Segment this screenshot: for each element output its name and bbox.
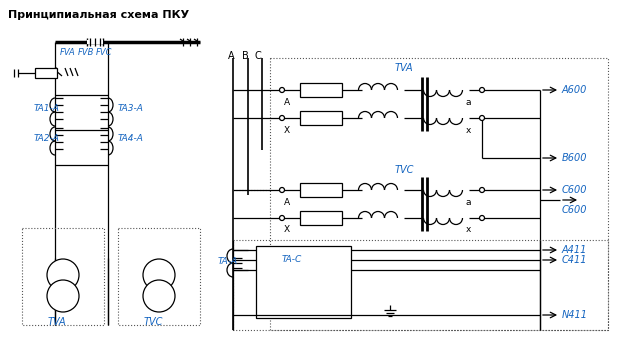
Text: A600: A600 xyxy=(562,85,587,95)
Text: A411: A411 xyxy=(562,245,587,255)
Circle shape xyxy=(47,259,79,291)
Circle shape xyxy=(480,116,485,120)
Text: FVB: FVB xyxy=(78,48,94,57)
Text: B: B xyxy=(242,51,249,61)
Circle shape xyxy=(280,116,285,120)
Text: N411: N411 xyxy=(562,310,588,320)
Text: C600: C600 xyxy=(562,185,587,195)
Text: C600: C600 xyxy=(562,205,587,215)
Text: TA-A: TA-A xyxy=(218,257,238,266)
Circle shape xyxy=(480,215,485,220)
Text: TA2-A: TA2-A xyxy=(34,134,60,143)
Text: TVA: TVA xyxy=(48,317,66,327)
Circle shape xyxy=(47,280,79,312)
Text: TA4-A: TA4-A xyxy=(118,134,144,143)
Text: x: x xyxy=(466,226,472,235)
Bar xyxy=(300,211,342,225)
Text: A: A xyxy=(284,98,290,107)
Text: C411: C411 xyxy=(562,255,587,265)
Circle shape xyxy=(143,280,175,312)
Circle shape xyxy=(143,259,175,291)
Text: B600: B600 xyxy=(562,153,587,163)
Text: FVC: FVC xyxy=(96,48,113,57)
Circle shape xyxy=(280,187,285,193)
Text: TVC: TVC xyxy=(144,317,163,327)
Text: A: A xyxy=(228,51,235,61)
Text: a: a xyxy=(466,98,472,107)
Text: TA3-A: TA3-A xyxy=(118,103,144,112)
Text: C: C xyxy=(255,51,262,61)
Text: FVA: FVA xyxy=(60,48,76,57)
Text: TVC: TVC xyxy=(395,165,414,175)
Circle shape xyxy=(280,87,285,93)
Text: A: A xyxy=(284,197,290,206)
Text: TA1-A: TA1-A xyxy=(34,103,60,112)
Text: TVA: TVA xyxy=(395,63,413,73)
Text: a: a xyxy=(466,197,472,206)
Text: X: X xyxy=(284,226,290,235)
Text: TA-C: TA-C xyxy=(282,255,302,264)
Bar xyxy=(300,83,342,97)
Circle shape xyxy=(280,215,285,220)
Bar xyxy=(35,68,57,78)
Text: X: X xyxy=(284,126,290,135)
Circle shape xyxy=(480,187,485,193)
Bar xyxy=(300,111,342,125)
Circle shape xyxy=(480,87,485,93)
Text: x: x xyxy=(466,126,472,135)
Bar xyxy=(300,183,342,197)
Text: Принципиальная схема ПКУ: Принципиальная схема ПКУ xyxy=(8,10,189,20)
Bar xyxy=(256,246,351,318)
